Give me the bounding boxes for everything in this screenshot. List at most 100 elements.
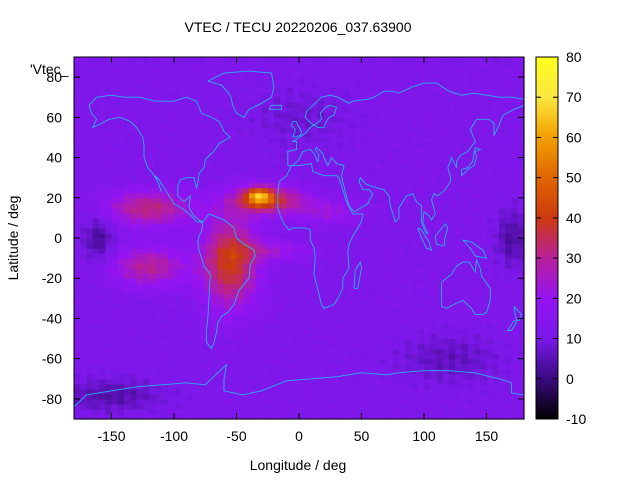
- heatmap-cell: [474, 172, 481, 179]
- heatmap-cell: [424, 358, 431, 365]
- heatmap-cell: [124, 288, 131, 294]
- heatmap-cell: [274, 408, 281, 415]
- heatmap-cell: [274, 127, 281, 134]
- heatmap-cell: [424, 303, 431, 309]
- heatmap-cell: [417, 87, 425, 93]
- heatmap-cell: [355, 358, 363, 365]
- heatmap-cell: [355, 117, 363, 123]
- heatmap-cell: [324, 263, 331, 269]
- heatmap-cell: [474, 97, 481, 103]
- heatmap-cell: [474, 313, 481, 320]
- heatmap-cell: [230, 363, 238, 370]
- heatmap-cell: [449, 92, 456, 98]
- heatmap-cell: [167, 253, 175, 259]
- heatmap-cell: [405, 122, 413, 128]
- heatmap-cell: [92, 243, 100, 249]
- heatmap-cell: [236, 87, 244, 93]
- heatmap-cell: [99, 338, 106, 345]
- heatmap-cell: [430, 82, 438, 88]
- heatmap-cell: [324, 253, 331, 259]
- heatmap-cell: [311, 112, 319, 118]
- heatmap-cell: [136, 378, 144, 385]
- heatmap-cell: [505, 303, 513, 309]
- heatmap-cell: [367, 268, 375, 274]
- heatmap-cell: [386, 283, 394, 289]
- heatmap-cell: [211, 303, 219, 309]
- heatmap-cell: [430, 152, 438, 159]
- heatmap-cell: [111, 288, 119, 294]
- heatmap-cell: [280, 197, 288, 204]
- heatmap-cell: [405, 393, 413, 400]
- heatmap-cell: [424, 167, 431, 174]
- heatmap-cell: [349, 212, 356, 219]
- heatmap-cell: [74, 187, 81, 194]
- heatmap-cell: [392, 373, 400, 380]
- heatmap-cell: [292, 112, 300, 118]
- heatmap-cell: [230, 167, 238, 174]
- heatmap-cell: [424, 157, 431, 164]
- heatmap-cell: [217, 293, 225, 299]
- heatmap-cell: [92, 127, 100, 134]
- heatmap-cell: [180, 182, 188, 189]
- heatmap-cell: [74, 192, 81, 199]
- heatmap-cell: [167, 258, 175, 264]
- heatmap-cell: [324, 328, 331, 335]
- heatmap-cell: [142, 197, 150, 204]
- heatmap-cell: [355, 157, 363, 164]
- heatmap-cell: [411, 278, 419, 284]
- heatmap-cell: [261, 82, 269, 88]
- heatmap-cell: [311, 217, 319, 224]
- heatmap-cell: [80, 353, 88, 360]
- heatmap-cell: [130, 72, 138, 78]
- heatmap-cell: [230, 197, 238, 204]
- heatmap-cell: [424, 253, 431, 259]
- heatmap-cell: [136, 413, 144, 420]
- heatmap-cell: [111, 363, 119, 370]
- heatmap-cell: [305, 192, 313, 199]
- heatmap-cell: [80, 263, 88, 269]
- heatmap-cell: [499, 343, 506, 350]
- heatmap-cell: [336, 348, 344, 355]
- heatmap-cell: [86, 152, 94, 159]
- heatmap-cell: [199, 268, 206, 274]
- heatmap-cell: [130, 212, 138, 219]
- heatmap-cell: [155, 157, 163, 164]
- heatmap-cell: [324, 248, 331, 254]
- heatmap-cell: [142, 112, 150, 118]
- heatmap-cell: [442, 152, 450, 159]
- heatmap-cell: [180, 82, 188, 88]
- heatmap-cell: [161, 222, 169, 229]
- heatmap-cell: [161, 192, 169, 199]
- heatmap-cell: [486, 368, 494, 375]
- heatmap-cell: [199, 117, 206, 123]
- heatmap-cell: [317, 97, 325, 103]
- heatmap-cell: [249, 187, 256, 194]
- heatmap-cell: [424, 182, 431, 189]
- heatmap-cell: [136, 318, 144, 325]
- heatmap-cell: [86, 227, 94, 234]
- heatmap-cell: [105, 318, 113, 325]
- heatmap-cell: [161, 303, 169, 309]
- heatmap-cell: [486, 358, 494, 365]
- heatmap-cell: [499, 403, 506, 410]
- heatmap-cell: [292, 278, 300, 284]
- heatmap-cell: [355, 353, 363, 360]
- heatmap-cell: [249, 383, 256, 390]
- heatmap-cell: [392, 177, 400, 184]
- heatmap-cell: [299, 268, 306, 274]
- heatmap-cell: [186, 232, 194, 239]
- heatmap-cell: [311, 298, 319, 304]
- heatmap-cell: [249, 348, 256, 355]
- heatmap-cell: [305, 117, 313, 123]
- heatmap-cell: [417, 142, 425, 149]
- heatmap-cell: [361, 207, 369, 214]
- heatmap-cell: [80, 202, 88, 209]
- heatmap-cell: [80, 403, 88, 410]
- heatmap-cell: [386, 378, 394, 385]
- heatmap-cell: [74, 202, 81, 209]
- heatmap-cell: [342, 383, 350, 390]
- heatmap-cell: [430, 67, 438, 73]
- heatmap-cell: [455, 398, 463, 405]
- heatmap-cell: [149, 313, 156, 320]
- heatmap-cell: [267, 393, 275, 400]
